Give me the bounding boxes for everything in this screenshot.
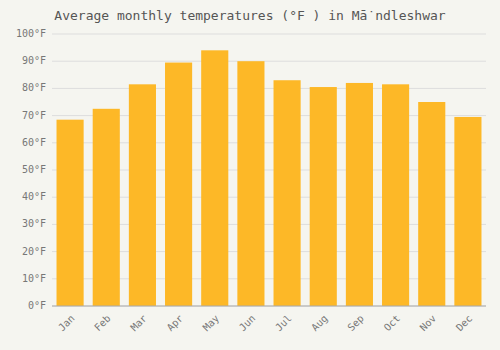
x-tick-label: Nov bbox=[418, 313, 439, 334]
bar bbox=[165, 63, 192, 306]
y-tick-label: 40°F bbox=[22, 191, 46, 202]
grid-line bbox=[52, 306, 486, 307]
x-tick-label: Mar bbox=[128, 313, 149, 334]
bar bbox=[57, 120, 84, 306]
background bbox=[0, 0, 500, 350]
grid-line bbox=[52, 34, 486, 35]
bar bbox=[310, 87, 337, 306]
y-axis: 0°F 10°F 20°F 30°F 40°F 50°F 60°F 70°F 80°F 90°F 1… bbox=[16, 28, 46, 311]
bar bbox=[418, 102, 445, 306]
y-tick-label: 0°F bbox=[28, 300, 46, 311]
bar bbox=[274, 80, 301, 306]
y-tick-label: 80°F bbox=[22, 82, 46, 93]
y-tick-label: 100°F bbox=[16, 28, 46, 39]
y-tick-label: 20°F bbox=[22, 246, 46, 257]
bar bbox=[346, 83, 373, 306]
y-tick-label: 90°F bbox=[22, 55, 46, 66]
chart-svg: 0°F 10°F 20°F 30°F 40°F 50°F 60°F 70°F 80°F 90°F 1… bbox=[0, 0, 500, 350]
y-tick-label: 50°F bbox=[22, 164, 46, 175]
x-axis: Jan Feb Mar Apr May Jun Jul Aug Sep Oct Nov Dec bbox=[52, 306, 486, 333]
y-tick-label: 30°F bbox=[22, 218, 46, 229]
bar bbox=[237, 61, 264, 306]
x-tick-label: Apr bbox=[165, 313, 186, 334]
x-tick-label: Jul bbox=[273, 313, 294, 334]
y-tick-label: 60°F bbox=[22, 137, 46, 148]
bar bbox=[382, 84, 409, 306]
x-tick-label: Feb bbox=[92, 313, 113, 334]
bar bbox=[454, 117, 481, 306]
bar bbox=[93, 109, 120, 306]
y-grid bbox=[52, 34, 486, 306]
bar bbox=[129, 84, 156, 306]
y-tick-label: 10°F bbox=[22, 273, 46, 284]
x-tick-label: Aug bbox=[309, 313, 330, 334]
x-tick-label: Sep bbox=[345, 313, 366, 334]
grid-line bbox=[52, 88, 486, 89]
grid-line bbox=[52, 61, 486, 62]
x-tick-label: Oct bbox=[382, 313, 403, 334]
x-tick-label: Jun bbox=[237, 313, 258, 334]
chart-title: Average monthly temperatures (°F ) in Mā… bbox=[54, 8, 446, 23]
chart-container: 0°F 10°F 20°F 30°F 40°F 50°F 60°F 70°F 80°F 90°F 1… bbox=[0, 0, 500, 350]
x-tick-label: Dec bbox=[454, 313, 475, 334]
y-tick-label: 70°F bbox=[22, 110, 46, 121]
x-tick-label: May bbox=[201, 313, 222, 334]
x-tick-label: Jan bbox=[56, 313, 77, 334]
bar bbox=[201, 50, 228, 306]
x-axis-line bbox=[52, 306, 486, 307]
bars bbox=[57, 50, 482, 306]
